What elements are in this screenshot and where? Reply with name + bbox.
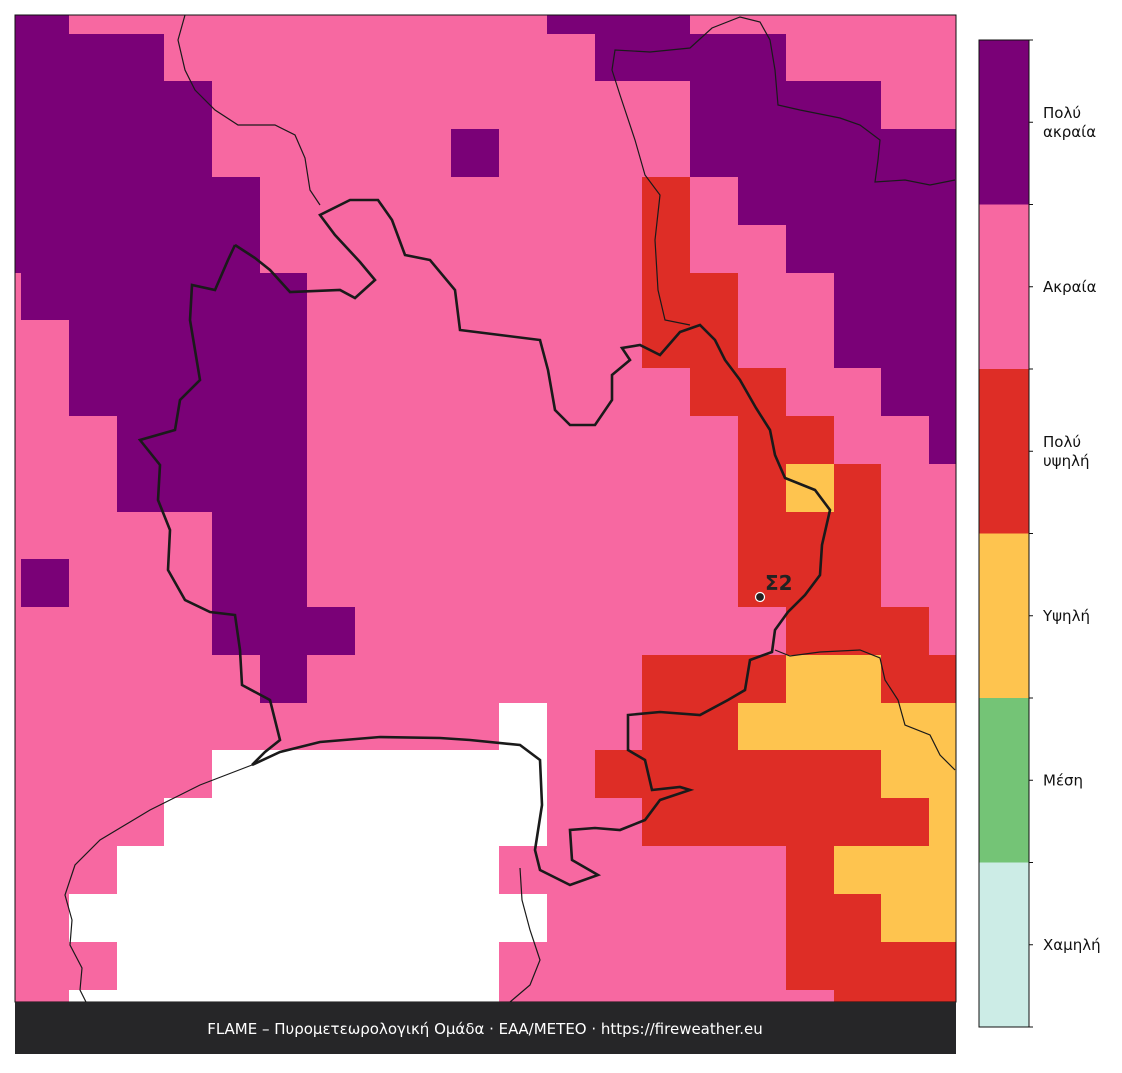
raster-cell [929,416,956,464]
raster-cell [786,942,956,990]
raster-cell [786,607,929,655]
raster-cell [834,464,881,512]
raster-cell [834,846,956,894]
raster-cell [15,177,260,225]
legend-label: υψηλή [1043,452,1089,470]
raster-cell [642,655,786,703]
legend-label: Ακραία [1043,278,1097,296]
raster-cell [738,703,956,750]
raster-cell [212,750,547,798]
legend-label: Πολύ [1043,433,1081,451]
coastline [611,16,956,326]
raster-cell [69,320,307,368]
raster-cell [15,225,260,273]
legend-label: Χαμηλή [1043,936,1101,954]
legend-label: ακραία [1043,123,1096,141]
raster-cell [21,559,69,607]
raster-cell [15,81,212,129]
raster-cell [260,655,307,703]
raster-cell [786,846,834,894]
raster-cell [547,15,690,34]
raster-cell [690,129,956,177]
footer-text: FLAME – Πυρομετεωρολογική Ομάδα · ΕΑΑ/ME… [207,1020,763,1038]
raster-cell [117,464,307,512]
raster-cell [642,225,690,273]
coastline [177,14,321,206]
raster-cell [642,177,690,225]
raster-cell [642,703,738,750]
raster-cell [786,225,956,273]
raster-cell [15,129,212,177]
border [137,244,282,766]
raster-cell [642,273,738,320]
raster-cell [595,34,786,81]
raster-cell [834,990,956,1002]
raster-cell [738,416,834,464]
raster-cell [69,894,547,942]
raster-cell [69,990,499,1002]
raster-cell [15,15,69,34]
raster-cell [834,273,956,320]
raster-cell [881,894,956,942]
station-marker [754,591,766,603]
raster-cell [738,177,956,225]
raster-cell [738,464,786,512]
raster-cell [738,512,881,559]
border [234,198,832,887]
raster-cell [929,798,956,846]
raster-cell [881,750,956,798]
raster-cell [117,416,307,464]
raster-cell [786,655,881,703]
raster-cell [786,894,881,942]
raster-cell [117,846,499,894]
coastline [774,649,956,771]
raster [15,15,956,1002]
footer-bar [15,1002,956,1054]
raster-cell [21,273,307,320]
colorbar-swatch [979,533,1029,698]
raster-cell [499,703,547,750]
raster-cell [881,655,956,703]
colorbar-swatch [979,698,1029,863]
raster-cell [642,798,929,846]
raster-cell [451,129,499,177]
legend-label: Πολύ [1043,104,1081,122]
raster-cell [881,368,956,416]
raster-cell [15,34,164,81]
colorbar-swatch [979,204,1029,369]
colorbar-swatch [979,369,1029,534]
legend-label: Μέση [1043,771,1083,789]
colorbar-swatch [979,862,1029,1027]
legend-label: Υψηλή [1042,607,1090,625]
raster-cell [117,942,499,990]
raster-cell [212,559,307,607]
coastline [64,764,253,1003]
colorbar-swatch [979,40,1029,205]
coastline [509,867,541,1003]
station-label: Σ2 [765,571,793,595]
raster-cell [164,798,547,846]
raster-cell [212,512,307,559]
boundaries [64,14,956,1003]
colorbar-frame [978,39,1030,1028]
raster-cell [834,320,956,368]
